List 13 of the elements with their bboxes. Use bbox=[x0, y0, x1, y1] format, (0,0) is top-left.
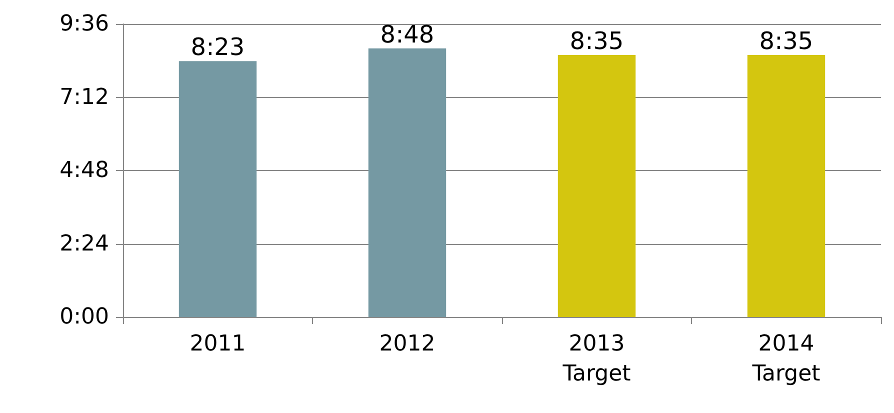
data-label: 8:48 bbox=[380, 20, 434, 48]
x-tick-label: 2013 Target bbox=[562, 332, 632, 386]
data-label: 8:35 bbox=[759, 27, 814, 56]
data-label: 8:23 bbox=[190, 33, 245, 62]
data-label: 8:35 bbox=[570, 27, 624, 56]
x-tick-label: 2012 bbox=[379, 332, 436, 356]
y-tick-label: 4:48 bbox=[60, 158, 109, 183]
y-tick-label: 0:00 bbox=[60, 304, 109, 330]
y-tick-label: 9:36 bbox=[60, 12, 109, 36]
y-tick-label: 2:24 bbox=[60, 231, 109, 256]
x-tick-label: 2011 bbox=[190, 332, 246, 356]
y-tick-label: 7:12 bbox=[60, 84, 109, 110]
x-tick-label: 2014 Target bbox=[751, 332, 821, 386]
